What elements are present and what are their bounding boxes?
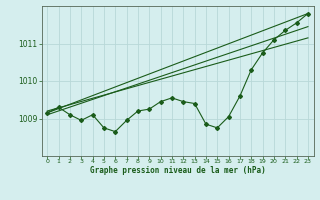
X-axis label: Graphe pression niveau de la mer (hPa): Graphe pression niveau de la mer (hPa): [90, 166, 266, 175]
